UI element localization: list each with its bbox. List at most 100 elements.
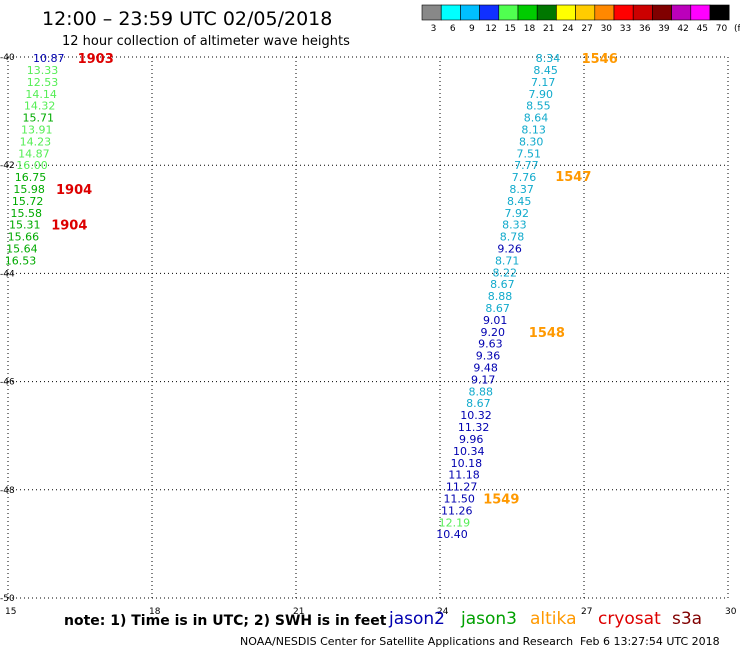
time-label: 1547: [555, 170, 591, 185]
swh-value-label: 8.67: [490, 278, 515, 291]
swh-value-label: 9.20: [481, 326, 506, 339]
swh-value-label: 10.87: [33, 52, 65, 65]
swh-value-label: 11.18: [448, 469, 480, 482]
swh-value-label: 13.91: [21, 123, 53, 136]
y-tick-label: -48: [0, 486, 15, 496]
swh-value-label: 8.71: [495, 254, 520, 267]
x-tick-label: 24: [437, 607, 449, 617]
swh-value-label: 8.30: [519, 135, 544, 148]
swh-value-label: 9.96: [459, 433, 484, 446]
swh-value-label: 15.66: [8, 231, 40, 244]
scale-label: (ft): [734, 24, 740, 34]
x-tick-label: 27: [581, 607, 592, 617]
swh-value-label: 12.53: [27, 76, 59, 89]
chart-subtitle: 12 hour collection of altimeter wave hei…: [62, 34, 350, 49]
swh-value-label: 8.88: [488, 290, 513, 303]
map-grid: [7, 56, 729, 599]
swh-value-label: 7.76: [512, 171, 537, 184]
x-tick-label: 21: [293, 607, 304, 617]
time-label: 1546: [582, 52, 618, 67]
axis-ticks: 15 18 21 24 27 30 -40 -42 -44 -46 -48 -50: [0, 53, 737, 617]
swh-value-label: 14.32: [24, 100, 56, 113]
swh-value-label: 10.40: [436, 528, 468, 541]
scale-swatch: [460, 4, 480, 21]
credit-line: NOAA/NESDIS Center for Satellite Applica…: [240, 635, 573, 648]
scale-swatch: [709, 4, 730, 21]
scale-label: 27: [581, 24, 592, 34]
swh-value-label: 15.58: [10, 207, 42, 220]
time-label: 1904: [51, 219, 87, 234]
scale-swatch: [594, 4, 615, 21]
scale-swatch: [575, 4, 596, 21]
scale-label: 30: [601, 24, 613, 34]
scale-swatch: [421, 4, 442, 21]
time-label: 1549: [483, 492, 519, 507]
scale-swatch: [536, 4, 557, 21]
swh-value-label: 8.45: [533, 64, 558, 77]
legend-cryosat: cryosat: [598, 609, 661, 629]
swh-value-label: 16.75: [15, 171, 47, 184]
scale-swatch: [498, 4, 519, 21]
swh-value-label: 8.45: [507, 195, 532, 208]
swh-value-label: 9.17: [471, 373, 496, 386]
scale-label: 39: [658, 24, 670, 34]
swh-value-label: 8.37: [509, 183, 534, 196]
swh-value-label: 8.78: [500, 231, 525, 244]
chart-title: 12:00 – 23:59 UTC 02/05/2018: [42, 8, 332, 30]
scale-label: 33: [620, 24, 631, 34]
swh-value-label: 9.48: [473, 362, 498, 375]
x-tick-label: 18: [149, 607, 161, 617]
swh-value-label: 14.23: [20, 135, 52, 148]
swh-value-label: 11.32: [458, 421, 490, 434]
scale-label: 42: [677, 24, 688, 34]
y-tick-label: -50: [0, 594, 15, 604]
swh-value-label: 8.13: [521, 123, 546, 136]
swh-value-label: 15.72: [12, 195, 44, 208]
swh-value-label: 7.17: [531, 76, 556, 89]
scale-swatch: [690, 4, 711, 21]
scale-swatch: [652, 4, 672, 21]
swh-value-label: 9.36: [476, 350, 501, 363]
legend-jason3: jason3: [460, 609, 517, 629]
scale-label: 9: [469, 24, 475, 34]
scale-label: 21: [543, 24, 554, 34]
swh-value-label: 14.87: [18, 147, 50, 160]
scale-label: 24: [562, 24, 574, 34]
swh-value-label: 15.31: [9, 219, 41, 232]
swh-value-label: 13.33: [27, 64, 59, 77]
swh-value-label: 10.34: [453, 445, 485, 458]
swh-value-label: 9.63: [478, 338, 503, 351]
scale-label: 12: [485, 24, 496, 34]
footnote: note: 1) Time is in UTC; 2) SWH is in fe…: [64, 613, 387, 629]
scale-swatch: [632, 4, 653, 21]
swh-value-label: 8.67: [466, 397, 491, 410]
swh-value-label: 16.00: [16, 159, 48, 172]
observation-values: 10.8713.3312.5314.1414.3215.7113.9114.23…: [5, 52, 561, 541]
swh-value-label: 12.19: [439, 516, 471, 529]
legend-s3a: s3a: [672, 609, 702, 629]
swh-value-label: 7.92: [505, 207, 530, 220]
swh-value-label: 8.55: [526, 100, 551, 113]
swh-value-label: 15.71: [22, 112, 54, 125]
scale-swatch: [479, 4, 500, 21]
swh-value-label: 15.64: [6, 243, 38, 256]
scale-swatch: [613, 4, 634, 21]
legend-altika: altika: [530, 609, 577, 629]
swh-value-label: 10.32: [460, 409, 492, 422]
scale-label: 70: [716, 24, 728, 34]
time-labels: 1903 1904 1904 1546 1547 1548 1549: [51, 52, 618, 507]
scale-swatch: [671, 4, 692, 21]
generated-timestamp: Feb 6 13:27:54 UTC 2018: [580, 635, 720, 648]
swh-value-label: 7.90: [529, 88, 554, 101]
swh-value-label: 8.33: [502, 219, 527, 232]
swh-value-label: 8.67: [485, 302, 510, 315]
swh-value-label: 14.14: [25, 88, 57, 101]
time-label: 1904: [56, 183, 92, 198]
swh-value-label: 16.53: [5, 254, 37, 267]
swh-value-label: 8.64: [524, 112, 549, 125]
scale-label: 36: [639, 24, 651, 34]
scale-label: 3: [431, 24, 437, 34]
swh-value-label: 8.22: [493, 266, 518, 279]
swh-value-label: 10.18: [451, 457, 483, 470]
